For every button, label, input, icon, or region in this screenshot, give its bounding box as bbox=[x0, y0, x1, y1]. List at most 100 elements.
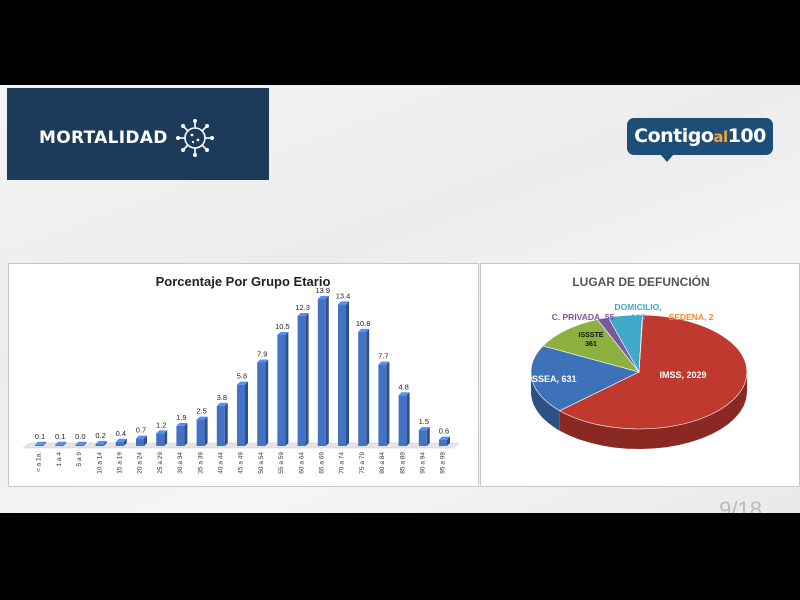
x-tick-label: 95 a 99 bbox=[440, 452, 447, 474]
bar-top bbox=[257, 359, 269, 363]
age-group-chart-panel: Porcentaje Por Grupo Etario 0.1 < a 1a. 0.1… bbox=[8, 263, 479, 487]
contigo-al-100-logo: Contigoal100 bbox=[627, 118, 773, 155]
pie-data-label-line: 165 bbox=[631, 313, 645, 323]
bar-top bbox=[95, 440, 107, 444]
bar-data-label: 0.4 bbox=[116, 429, 126, 438]
x-tick-label: 25 a 29 bbox=[157, 452, 164, 474]
slide: MORTALIDAD Contigoal100 Porcentaje Por G… bbox=[0, 85, 800, 513]
pie-data-label-line: IMSS, 2029 bbox=[659, 370, 706, 380]
bar bbox=[176, 425, 185, 446]
page-title: MORTALIDAD bbox=[39, 128, 168, 148]
bar-side bbox=[103, 440, 107, 446]
bar-data-label: 4.8 bbox=[398, 382, 408, 391]
x-tick-label: 15 a 19 bbox=[117, 452, 124, 474]
bar-top bbox=[35, 441, 46, 445]
age-group-bar-chart: Porcentaje Por Grupo Etario 0.1 < a 1a. 0.1… bbox=[22, 274, 460, 474]
bar-data-label: 1.2 bbox=[156, 420, 166, 429]
x-tick-label: 65 a 69 bbox=[319, 452, 326, 474]
death-location-chart-panel: LUGAR DE DEFUNCIÓN IMSS, 2029 ISSEA, 631 IS… bbox=[480, 263, 800, 487]
bar-top bbox=[216, 402, 228, 406]
bar bbox=[75, 444, 84, 446]
bar bbox=[237, 384, 245, 446]
bar-top bbox=[338, 301, 349, 305]
bar-data-label: 10.5 bbox=[275, 322, 290, 331]
bar bbox=[156, 433, 165, 446]
bar-data-label: 5.8 bbox=[237, 372, 247, 381]
x-tick-label: 80 a 84 bbox=[379, 452, 386, 474]
pie-data-label-line: 361 bbox=[585, 341, 597, 348]
bar-side bbox=[265, 359, 269, 446]
x-tick-label: 35 a 39 bbox=[197, 452, 204, 474]
x-tick-label: 40 a 44 bbox=[218, 452, 225, 474]
x-tick-label: 55 a 59 bbox=[278, 452, 285, 474]
bar-side bbox=[386, 361, 390, 446]
logo-text-contigo: Contigo bbox=[634, 125, 714, 147]
x-tick-label: 60 a 64 bbox=[298, 452, 305, 474]
bar-side bbox=[447, 436, 450, 446]
bar bbox=[55, 444, 64, 446]
pie-data-label-line: ISSSTE bbox=[579, 332, 604, 339]
bar bbox=[196, 419, 205, 446]
bar-data-label: 0.1 bbox=[35, 432, 45, 441]
bar-side bbox=[305, 312, 309, 446]
bar-data-label: 0.2 bbox=[95, 431, 105, 440]
page-number: 9/18 bbox=[719, 497, 762, 513]
x-tick-label: 30 a 34 bbox=[177, 452, 184, 474]
pie-data-label-line: SEDENA, 2 bbox=[669, 312, 714, 322]
bar-top bbox=[115, 438, 127, 442]
bar-top bbox=[398, 392, 410, 396]
bar-top bbox=[55, 441, 67, 445]
bar-side bbox=[144, 435, 147, 446]
x-tick-label: 70 a 74 bbox=[339, 452, 346, 474]
bar-top bbox=[358, 328, 370, 332]
bar bbox=[439, 439, 447, 446]
pie-slice bbox=[542, 319, 640, 373]
pie-chart-title: LUGAR DE DEFUNCIÓN bbox=[572, 274, 709, 289]
x-tick-label: 45 a 49 bbox=[238, 452, 245, 474]
bar-side bbox=[204, 416, 208, 446]
bar-top bbox=[196, 416, 208, 420]
bar-side bbox=[285, 332, 289, 446]
bar-side bbox=[83, 441, 87, 446]
bar-side bbox=[224, 402, 228, 446]
logo-text-100: 100 bbox=[727, 125, 767, 147]
bar-top bbox=[237, 381, 248, 385]
header-banner: MORTALIDAD bbox=[7, 88, 269, 180]
bar-side bbox=[346, 301, 349, 446]
bar-data-label: 7.7 bbox=[378, 352, 388, 361]
pie-slice-side bbox=[559, 372, 747, 449]
pie-data-label: DOMICILIO, 165 bbox=[614, 302, 661, 323]
bar-top bbox=[156, 430, 168, 434]
pie-data-label: ISSSTE 361 bbox=[579, 332, 604, 348]
bar-data-label: 10.8 bbox=[356, 319, 371, 328]
bar-side bbox=[426, 427, 430, 446]
bar-data-label: 0.6 bbox=[439, 427, 449, 436]
bar-side bbox=[325, 296, 329, 446]
bar-side bbox=[184, 422, 188, 446]
x-tick-label: 5 a 9 bbox=[76, 452, 83, 467]
pie-slice-side bbox=[531, 372, 560, 431]
pie-data-label: IMSS, 2029 bbox=[659, 370, 706, 380]
x-tick-label: 85 a 89 bbox=[399, 452, 406, 474]
bar-top bbox=[378, 361, 390, 365]
bar bbox=[115, 441, 124, 446]
pie-slice bbox=[559, 314, 748, 430]
bar-data-label: 7.9 bbox=[257, 349, 267, 358]
logo-text-al: al bbox=[713, 128, 728, 146]
bar-side bbox=[63, 441, 67, 446]
bar-data-label: 13.9 bbox=[315, 286, 330, 295]
x-tick-label: < a 1a. bbox=[36, 452, 43, 472]
bar-side bbox=[164, 430, 168, 446]
bar bbox=[378, 364, 387, 446]
x-tick-label: 75 a 79 bbox=[359, 452, 366, 474]
pie-data-label-line: DOMICILIO, bbox=[614, 302, 661, 312]
bar-side bbox=[43, 441, 46, 446]
bar-top bbox=[75, 441, 87, 445]
bar bbox=[297, 315, 306, 446]
bar bbox=[338, 304, 346, 446]
x-tick-label: 20 a 24 bbox=[137, 452, 144, 474]
bar-top bbox=[418, 427, 430, 431]
bar-side bbox=[406, 392, 410, 446]
pie-slice bbox=[530, 345, 640, 412]
bar-side bbox=[245, 381, 248, 446]
